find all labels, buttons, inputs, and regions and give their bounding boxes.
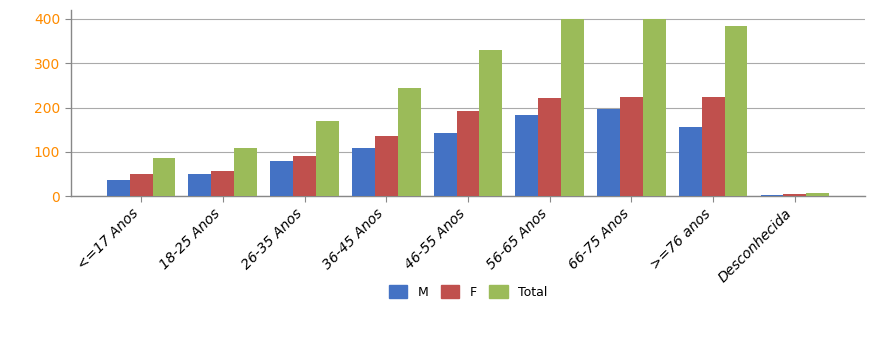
Bar [479,50,502,196]
Bar [597,109,620,196]
Legend: M, F, Total: M, F, Total [382,279,554,305]
Bar [107,180,130,196]
Bar [130,174,153,196]
Bar [211,171,234,196]
Bar [702,97,725,196]
Bar [516,115,539,196]
Bar [397,89,420,196]
Bar [352,148,374,196]
Bar [725,26,748,196]
Bar [457,111,479,196]
Bar [562,19,584,196]
Bar [620,97,643,196]
Bar [153,158,176,196]
Bar [783,194,806,196]
Bar [539,98,562,196]
Bar [270,161,293,196]
Bar [679,126,702,196]
Bar [806,193,829,196]
Bar [293,156,316,196]
Bar [760,195,783,196]
Bar [643,19,666,196]
Bar [434,133,457,196]
Bar [316,121,339,196]
Bar [234,148,257,196]
Bar [188,174,211,196]
Bar [374,136,397,196]
